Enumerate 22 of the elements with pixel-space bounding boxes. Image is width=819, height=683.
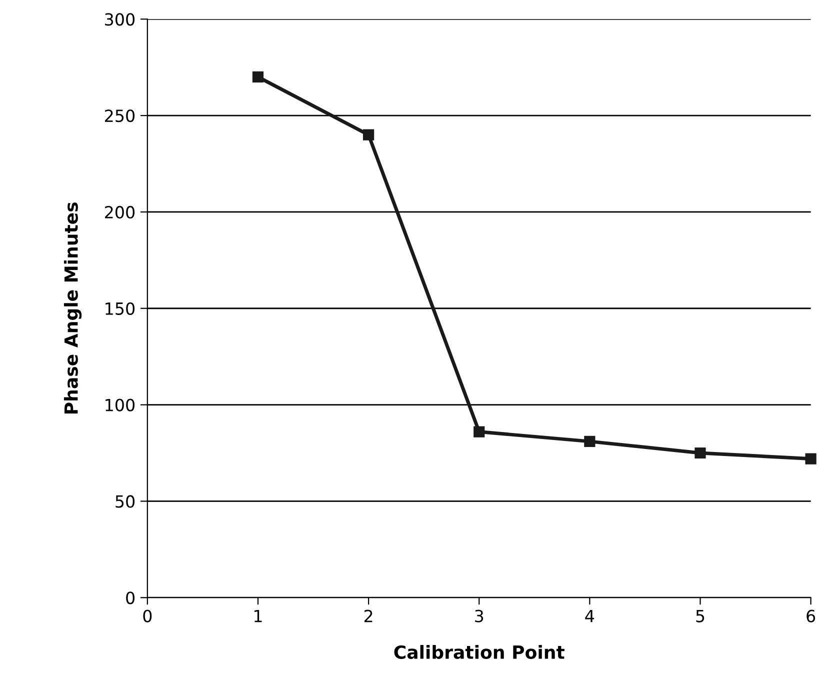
point <box>362 129 374 140</box>
point <box>805 453 816 464</box>
y-tick-label: 150 <box>106 302 135 315</box>
x-tick-label: 6 <box>806 610 816 622</box>
point <box>474 426 485 438</box>
x-tick-label: 5 <box>696 610 704 622</box>
x-tick-label: 3 <box>475 610 484 622</box>
point <box>252 71 264 83</box>
y-axis-title: Phase Angle Minutes <box>64 202 82 414</box>
x-tick-label: 0 <box>143 610 152 622</box>
point <box>584 436 596 447</box>
x-tick-label: 4 <box>585 610 594 622</box>
x-tick-label: 1 <box>254 610 262 622</box>
y-tick-label: 100 <box>106 398 135 412</box>
y-tick-label: 0 <box>126 592 135 604</box>
point <box>694 447 706 459</box>
y-tick-label: 50 <box>116 495 135 508</box>
y-tick-label: 300 <box>105 13 135 26</box>
x-axis-title: Calibration Point <box>394 645 564 659</box>
y-tick-label: 200 <box>105 206 135 219</box>
y-tick-label: 250 <box>105 110 135 122</box>
x-tick-label: 2 <box>364 610 372 622</box>
